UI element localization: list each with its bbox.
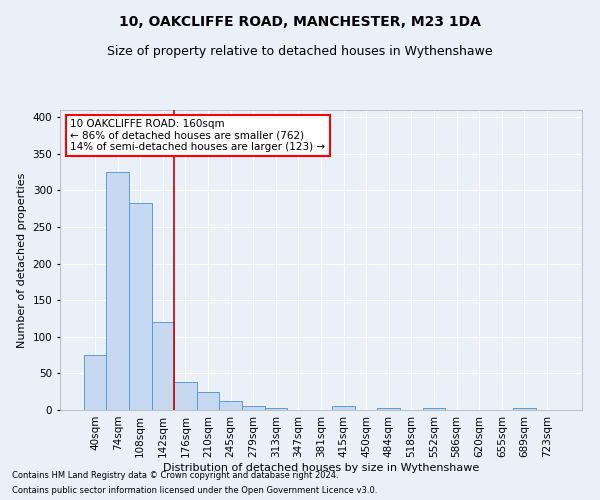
Y-axis label: Number of detached properties: Number of detached properties (17, 172, 27, 348)
Bar (174, 382, 197, 410)
Text: Contains HM Land Registry data © Crown copyright and database right 2024.: Contains HM Land Registry data © Crown c… (12, 471, 338, 480)
Text: Size of property relative to detached houses in Wythenshawe: Size of property relative to detached ho… (107, 45, 493, 58)
Text: 10 OAKCLIFFE ROAD: 160sqm
← 86% of detached houses are smaller (762)
14% of semi: 10 OAKCLIFFE ROAD: 160sqm ← 86% of detac… (70, 119, 326, 152)
Bar (265, 408, 287, 410)
Bar (422, 408, 445, 410)
Text: 10, OAKCLIFFE ROAD, MANCHESTER, M23 1DA: 10, OAKCLIFFE ROAD, MANCHESTER, M23 1DA (119, 15, 481, 29)
Text: Contains public sector information licensed under the Open Government Licence v3: Contains public sector information licen… (12, 486, 377, 495)
Bar (377, 408, 400, 410)
Bar (513, 408, 536, 410)
Bar (152, 322, 174, 410)
Bar (84, 355, 106, 410)
Bar (106, 172, 129, 410)
Bar (332, 406, 355, 410)
X-axis label: Distribution of detached houses by size in Wythenshawe: Distribution of detached houses by size … (163, 462, 479, 472)
Bar (129, 203, 152, 410)
Bar (197, 392, 220, 410)
Bar (242, 406, 265, 410)
Bar (220, 401, 242, 410)
